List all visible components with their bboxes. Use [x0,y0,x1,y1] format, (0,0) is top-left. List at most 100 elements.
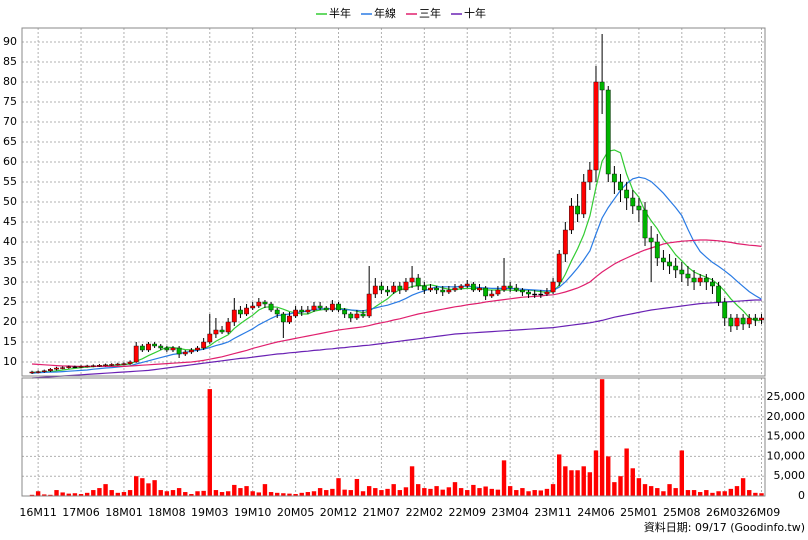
volume-bar [348,490,353,496]
candle-body [139,345,145,351]
volume-frame [21,377,766,497]
volume-bar [557,454,562,496]
volume-bar [403,487,409,496]
volume-bar [268,492,274,496]
volume-bar [440,489,445,496]
volume-bar [336,478,341,496]
candle-body [188,349,194,353]
candle-body [428,287,433,291]
candle-body [415,277,421,287]
candle-body [317,305,323,309]
volume-bar [91,490,96,496]
volume-bar [84,492,90,496]
candle-body [661,257,666,263]
volume-bar [642,484,648,496]
candle-body [403,281,409,291]
y-tick-label: 60 [3,155,17,168]
ma-line [31,239,762,367]
candle-body [397,285,403,291]
candle-body [605,89,611,175]
candle-body [336,303,341,311]
ma-line [31,299,762,379]
candle-body [752,317,758,321]
volume-bar [458,488,464,496]
x-tick-label: 19M03 [191,506,229,519]
volume-bar [501,460,507,496]
candle-body [667,261,672,267]
candle-body [703,277,709,283]
volume-bar [538,490,544,496]
volume-bar [330,488,335,496]
y-tick-label: 70 [3,115,17,128]
volume-bar [213,490,219,496]
y2-tick-label: 0 [798,489,805,502]
volume-bar [29,494,35,496]
y-tick-label: 10 [3,355,17,368]
volume-bar [446,487,452,496]
candle-body [244,307,249,315]
candle-body [238,309,243,315]
candle-body [532,293,538,296]
x-tick-label: 26M09 [743,506,781,519]
volume-bar [716,491,721,496]
volume-bar [722,491,727,496]
grid-layer [22,28,765,497]
y-tick-label: 75 [3,95,17,108]
candle-body [146,343,151,351]
candle-body [642,209,648,239]
candle-body [60,367,66,369]
volume-bar [734,486,740,496]
candle-body [152,343,158,347]
candle-body [501,285,507,291]
candle-body [587,169,593,183]
candle-body [115,363,121,366]
candle-body [329,303,335,311]
candle-body [207,333,213,343]
volume-bar [373,488,378,496]
x-tick-label: 20M12 [320,506,358,519]
y-tick-label: 20 [3,315,17,328]
volume-bar [103,484,108,496]
x-tick-label: 18M08 [148,506,186,519]
volume-bar [225,491,231,496]
candle-body [103,364,108,366]
candle-body [636,205,642,211]
candle-body [722,301,728,319]
volume-bar [232,484,237,496]
candle-body [201,341,207,349]
volume-bar [416,484,421,496]
volume-bar [422,488,427,496]
candle-body [470,283,476,291]
candle-body [78,366,84,368]
candle-body [538,293,544,296]
candle-body [372,285,378,295]
candle-body [599,81,605,91]
candle-body [556,253,562,283]
y-tick-label: 90 [3,35,17,48]
y-tick-label: 55 [3,175,17,188]
volume-bar [550,484,556,496]
volume-bar [146,483,151,496]
candle-body [360,313,366,317]
volume-bar [563,466,568,496]
candle-body [507,285,513,289]
candle-body [421,285,427,291]
ma-line [31,176,762,374]
volume-bar [140,478,145,496]
legend-label: 半年 [329,6,351,20]
volume-bar [507,486,513,496]
volume-bar [342,489,347,496]
x-tick-label: 23M04 [491,506,529,519]
volume-bar [697,492,703,496]
candle-body [483,287,489,297]
y2-tick-label: 25,000 [767,390,806,403]
candle-body [311,305,317,311]
candle-body [170,347,176,351]
candle-body [728,317,734,327]
volume-bar [121,492,127,496]
candle-body [348,313,354,319]
candle-body [740,317,746,325]
x-tick-label: 20M05 [277,506,315,519]
volume-bar [587,472,593,496]
